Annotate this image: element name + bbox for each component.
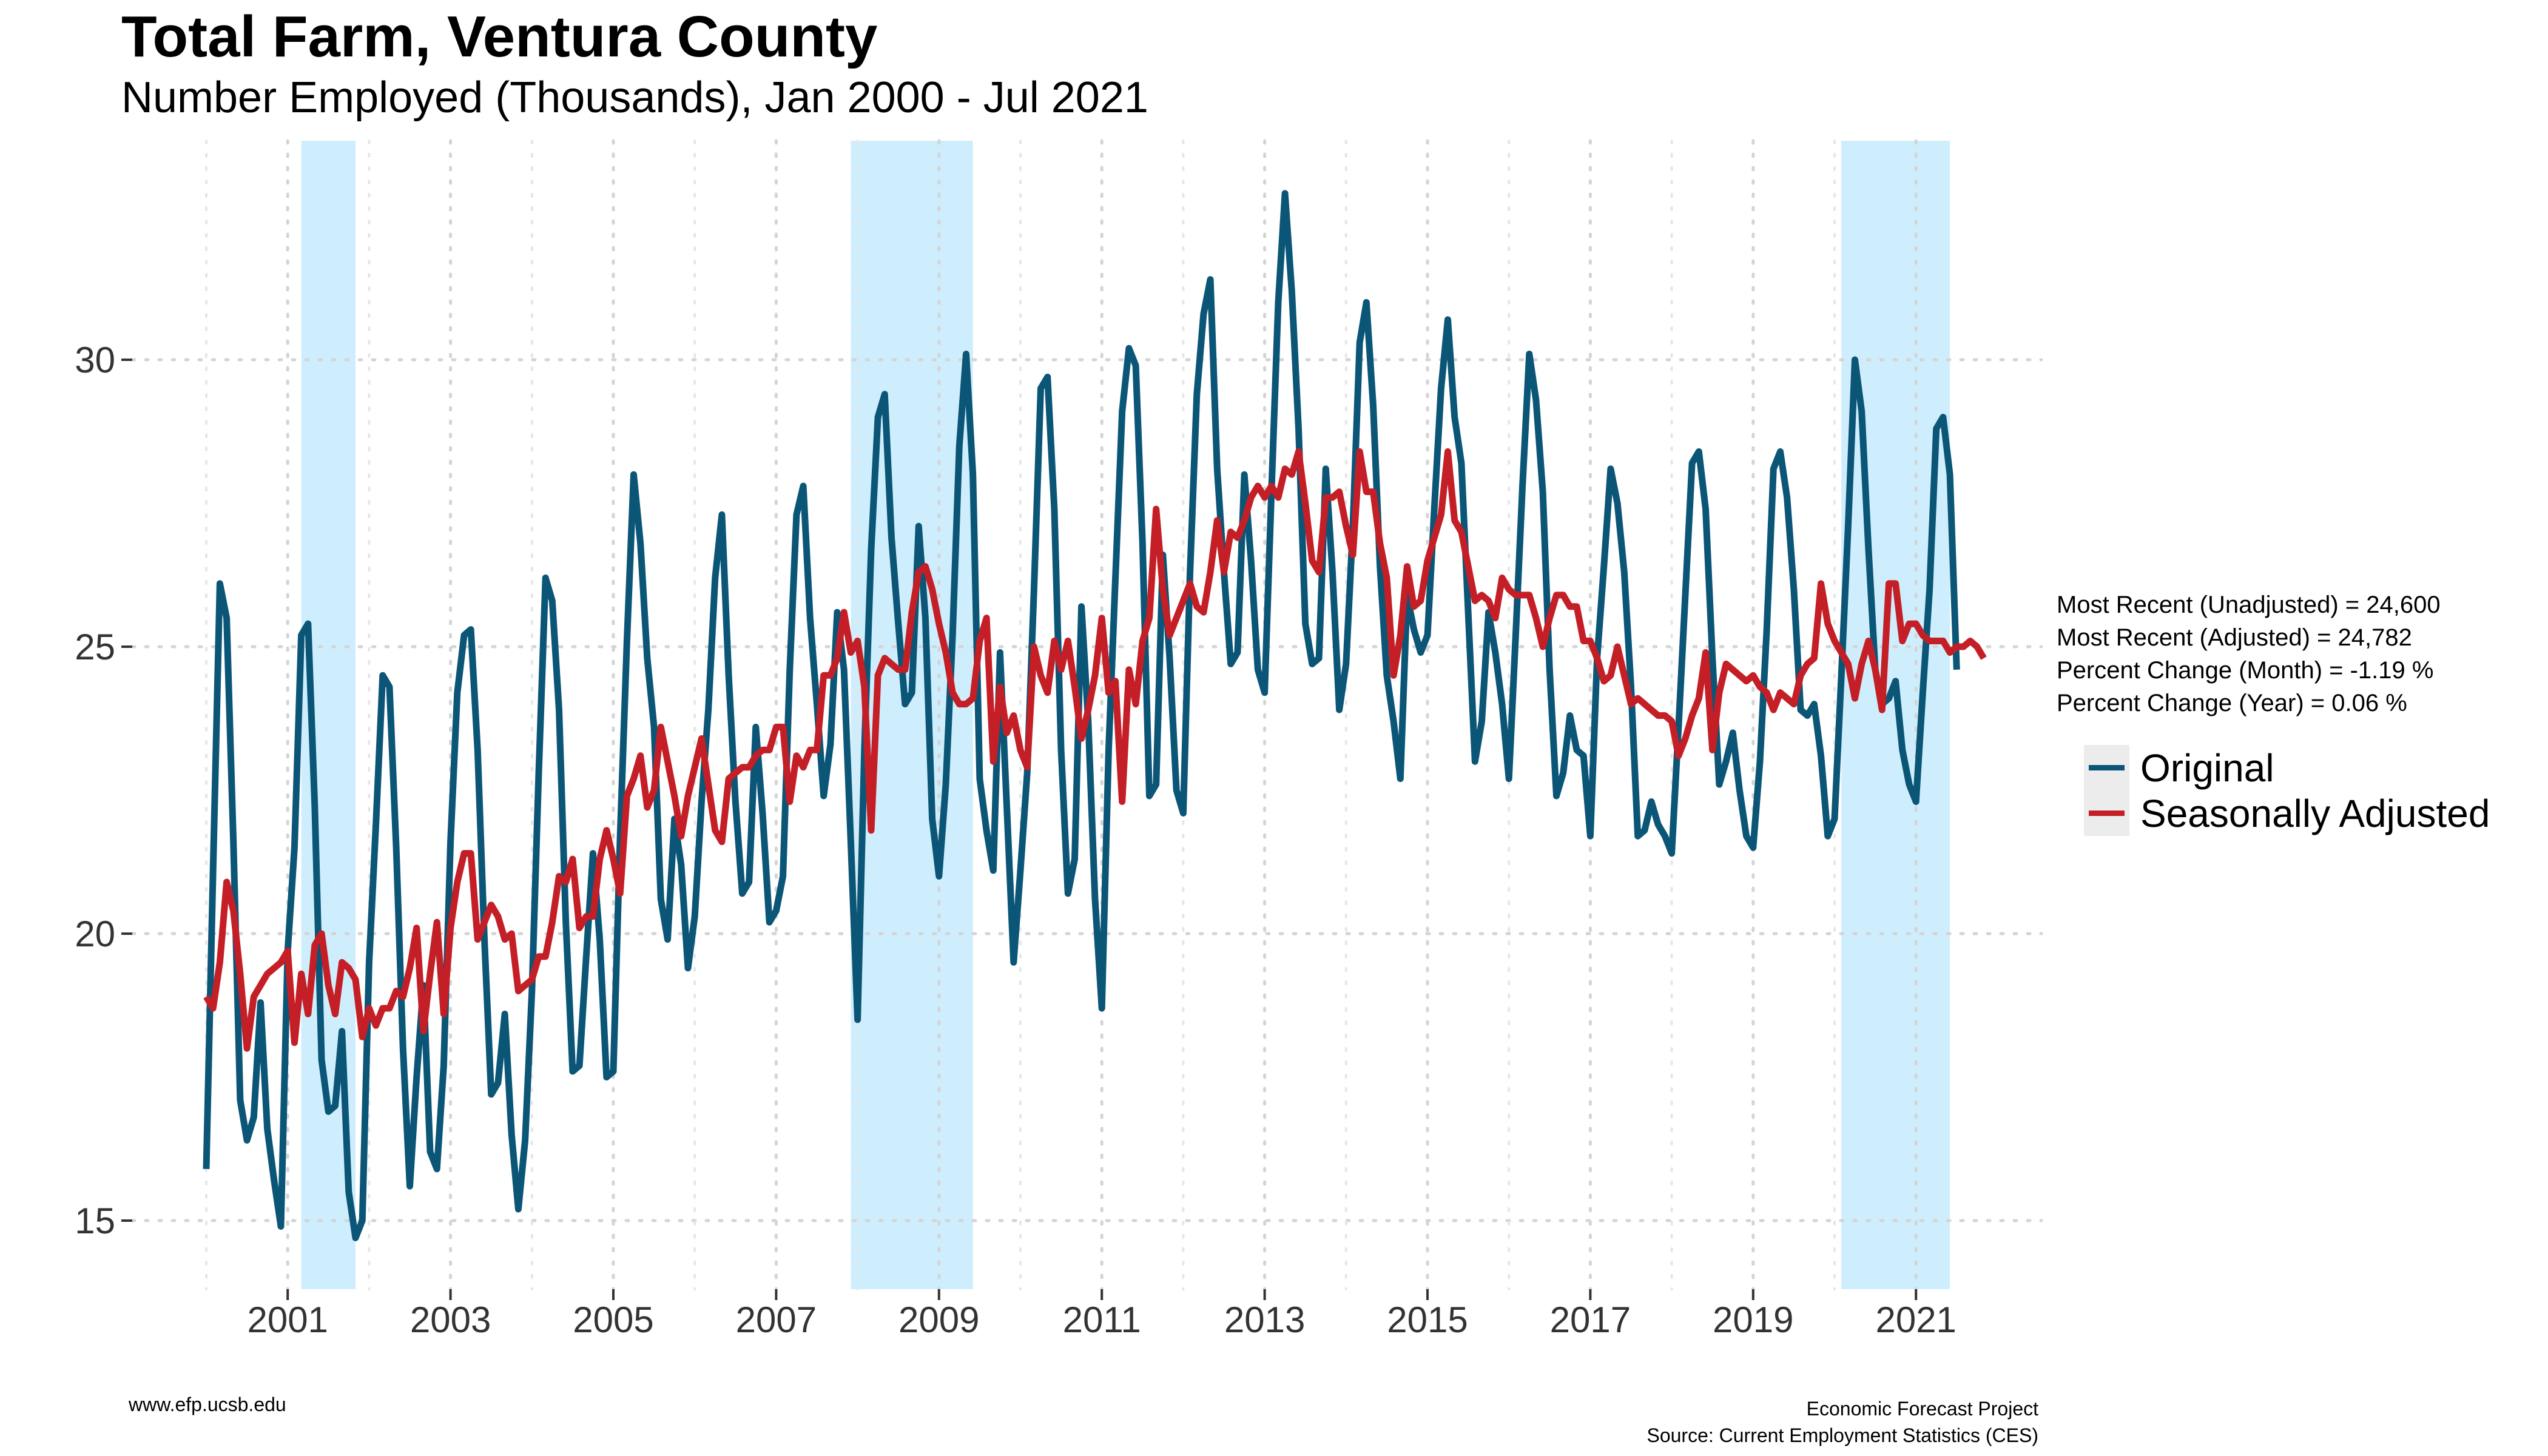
x-tick-label-2011: 2011 [1063, 1299, 1141, 1340]
x-tick-label-2009: 2009 [898, 1299, 979, 1340]
y-axis-ticks: 15 20 25 30 [75, 340, 132, 1241]
legend-swatch-original [2084, 745, 2129, 790]
y-tick-label-15: 15 [75, 1201, 115, 1241]
stat-month-change: Percent Change (Month) = -1.19 % [2057, 657, 2434, 684]
series-lines [203, 190, 1987, 1241]
x-tick-label-2001: 2001 [247, 1299, 328, 1340]
footer-source: Economic Forecast Project Source: Curren… [1646, 1395, 2038, 1449]
legend-item-seasonally-adjusted: Seasonally Adjusted [2084, 790, 2490, 836]
y-tick-label-20: 20 [75, 914, 115, 954]
legend-label-seasonally-adjusted: Seasonally Adjusted [2140, 791, 2490, 835]
series-line-seasonally-adjusted [203, 448, 1987, 1052]
x-tick-label-2007: 2007 [736, 1299, 817, 1340]
footer-website: www.efp.ucsb.edu [129, 1394, 286, 1415]
recession-band-1 [851, 141, 973, 1289]
stat-adjusted: Most Recent (Adjusted) = 24,782 [2057, 624, 2412, 651]
x-tick-label-2019: 2019 [1713, 1299, 1793, 1340]
stats-panel: Most Recent (Unadjusted) = 24,600 Most R… [2057, 588, 2441, 720]
stat-year-change: Percent Change (Year) = 0.06 % [2057, 690, 2407, 716]
y-tick-label-30: 30 [75, 340, 115, 380]
chart-subtitle: Number Employed (Thousands), Jan 2000 - … [121, 73, 1148, 122]
x-tick-label-2017: 2017 [1550, 1299, 1631, 1340]
legend-label-original: Original [2140, 746, 2274, 790]
x-tick-label-2013: 2013 [1224, 1299, 1305, 1340]
legend-item-original: Original [2084, 745, 2490, 790]
footer-org: Economic Forecast Project [1806, 1398, 2038, 1420]
chart-title: Total Farm, Ventura County [121, 4, 878, 69]
series-line-original [203, 190, 1960, 1241]
x-tick-label-2003: 2003 [410, 1299, 491, 1340]
x-tick-label-2015: 2015 [1387, 1299, 1468, 1340]
legend: Original Seasonally Adjusted [2084, 745, 2490, 836]
x-tick-label-2005: 2005 [573, 1299, 653, 1340]
stat-unadjusted: Most Recent (Unadjusted) = 24,600 [2057, 592, 2441, 618]
legend-swatch-seasonally-adjusted [2084, 790, 2129, 836]
x-axis-ticks: 2001 2003 2005 2007 2009 2011 2013 2015 2017 2019… [247, 1289, 1956, 1340]
x-tick-label-2021: 2021 [1875, 1299, 1956, 1340]
y-tick-label-25: 25 [75, 627, 115, 667]
footer-source-text: Source: Current Employment Statistics (C… [1646, 1424, 2038, 1446]
